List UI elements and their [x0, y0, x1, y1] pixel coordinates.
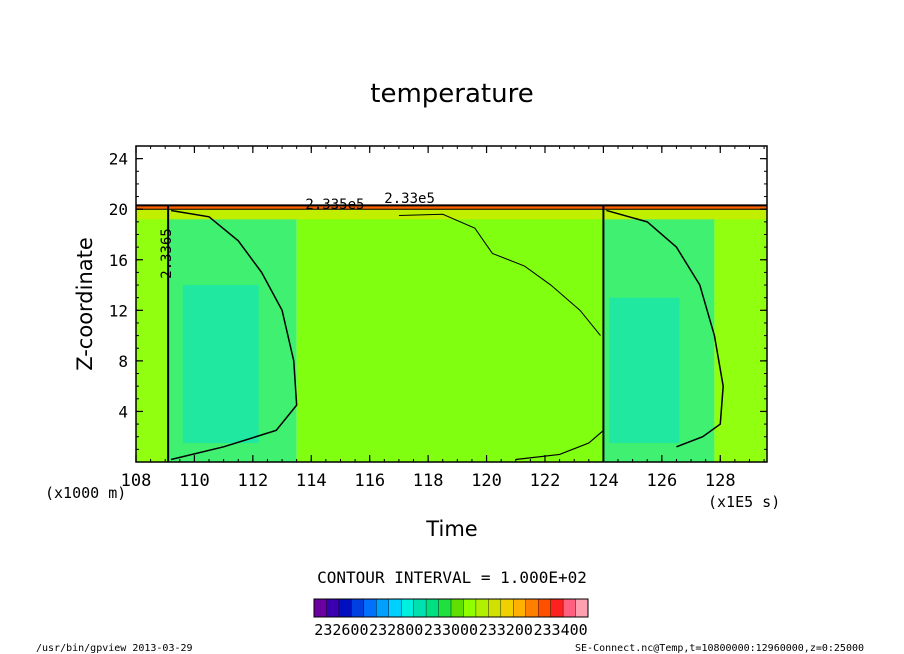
contour-label: 2.33e5: [384, 191, 435, 207]
heat-region-8: [136, 205, 767, 210]
y-tick-label: 20: [109, 200, 128, 219]
colorbar-swatch: [313, 598, 327, 618]
heat-region-5: [609, 297, 680, 444]
x-unit-label: (x1E5 s): [708, 493, 780, 511]
colorbar-swatch: [525, 598, 539, 618]
colorbar-swatch: [338, 598, 352, 618]
contour-label: 2.3365: [159, 228, 175, 279]
x-tick-label: 126: [646, 471, 677, 491]
colorbar-swatch: [438, 598, 452, 618]
x-tick-label: 124: [588, 471, 619, 491]
colorbar-swatch: [388, 598, 402, 618]
x-tick-label: 110: [179, 471, 210, 491]
heatmap-fill: [136, 205, 767, 462]
y-tick-label: 16: [109, 251, 128, 270]
x-tick-label: 122: [530, 471, 561, 491]
x-axis-label: Time: [425, 517, 477, 541]
contour-bulge-2: [606, 209, 724, 448]
y-tick-label: 12: [109, 301, 128, 320]
x-tick-label: 116: [354, 471, 385, 491]
x-tick-label: 114: [296, 471, 327, 491]
colorbar-tick-label: 233400: [534, 621, 588, 639]
x-axis-ticks: 108 110 112 114 116 118 120 122 124 126 128: [121, 146, 765, 491]
heat-region-3: [296, 205, 604, 462]
heat-region-7: [136, 209, 767, 220]
y-axis-ticks: 4 8 12 16 20 24: [109, 145, 767, 463]
colorbar-swatch: [488, 598, 502, 618]
y-tick-label: 24: [109, 150, 128, 169]
colorbar-tick-label: 233000: [424, 621, 478, 639]
colorbar-swatch: [562, 598, 577, 618]
colorbar-tick-label: 233200: [479, 621, 533, 639]
footer-right: SE-Connect.nc@Temp,t=10800000:12960000,z…: [575, 643, 864, 654]
footer-left: /usr/bin/gpview 2013-03-29: [36, 643, 193, 654]
x-tick-label: 118: [413, 471, 444, 491]
x-tick-label: 128: [705, 471, 736, 491]
contour-labels: 2.335e5 2.33e5 2.3365: [159, 191, 435, 279]
contour-lines: [136, 204, 767, 462]
colorbar-swatch: [575, 598, 589, 618]
colorbar-swatch: [463, 598, 477, 618]
y-tick-label: 4: [118, 402, 128, 421]
y-axis-label: Z-coordinate: [73, 237, 97, 371]
x-tick-label: 108: [121, 471, 152, 491]
colorbar-swatch: [326, 598, 340, 618]
colorbar-tick-labels: 232600 232800 233000 233200 233400: [314, 621, 587, 639]
contour-interval-text: CONTOUR INTERVAL = 1.000E+02: [317, 568, 587, 587]
x-tick-label: 120: [471, 471, 502, 491]
colorbar-swatch: [475, 598, 489, 618]
x-tick-label: 112: [237, 471, 268, 491]
y-unit-label: (x1000 m): [45, 484, 126, 502]
colorbar-frame: [313, 598, 589, 618]
colorbar-swatch: [413, 598, 427, 618]
contour-bottom-1: [515, 429, 604, 461]
colorbar-swatch: [537, 598, 552, 618]
colorbar-tick-label: 232800: [369, 621, 423, 639]
colorbar-swatch: [376, 598, 390, 618]
heat-region-2: [182, 285, 259, 444]
heat-region-0: [136, 205, 169, 462]
chart-title: temperature: [370, 79, 533, 109]
contour-bulge-1: [170, 209, 298, 461]
y-tick-label: 8: [118, 352, 128, 371]
colorbar-swatch: [425, 598, 440, 618]
colorbar-swatch: [450, 598, 464, 618]
plot-frame: [135, 145, 768, 463]
colorbar-swatch: [550, 598, 564, 618]
colorbar-swatch: [513, 598, 527, 618]
contour-label: 2.335e5: [305, 197, 364, 213]
colorbar-swatch: [351, 598, 365, 618]
heat-region-6: [714, 205, 767, 462]
colorbar-swatch: [363, 598, 377, 618]
contour-inner-1: [398, 213, 601, 336]
colorbar: [313, 598, 589, 618]
colorbar-swatch: [400, 598, 415, 618]
colorbar-swatch: [500, 598, 514, 618]
colorbar-tick-label: 232600: [314, 621, 368, 639]
